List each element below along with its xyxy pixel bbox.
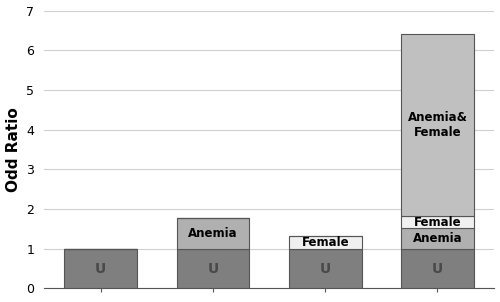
- Text: Anemia: Anemia: [412, 232, 463, 245]
- Bar: [176, 218, 250, 249]
- Bar: [401, 249, 474, 288]
- Text: U: U: [95, 262, 106, 276]
- Bar: [289, 249, 362, 288]
- Text: Female: Female: [414, 216, 462, 229]
- Text: Anemia&
Female: Anemia& Female: [408, 111, 468, 139]
- Text: U: U: [320, 262, 331, 276]
- Bar: [176, 249, 250, 288]
- Text: Anemia: Anemia: [188, 227, 238, 240]
- Bar: [401, 228, 474, 249]
- Bar: [401, 216, 474, 228]
- Text: U: U: [432, 262, 443, 276]
- Text: U: U: [208, 262, 218, 276]
- Y-axis label: Odd Ratio: Odd Ratio: [6, 107, 20, 192]
- Bar: [64, 249, 138, 288]
- Text: Female: Female: [302, 236, 349, 249]
- Bar: [401, 34, 474, 216]
- Bar: [289, 236, 362, 249]
